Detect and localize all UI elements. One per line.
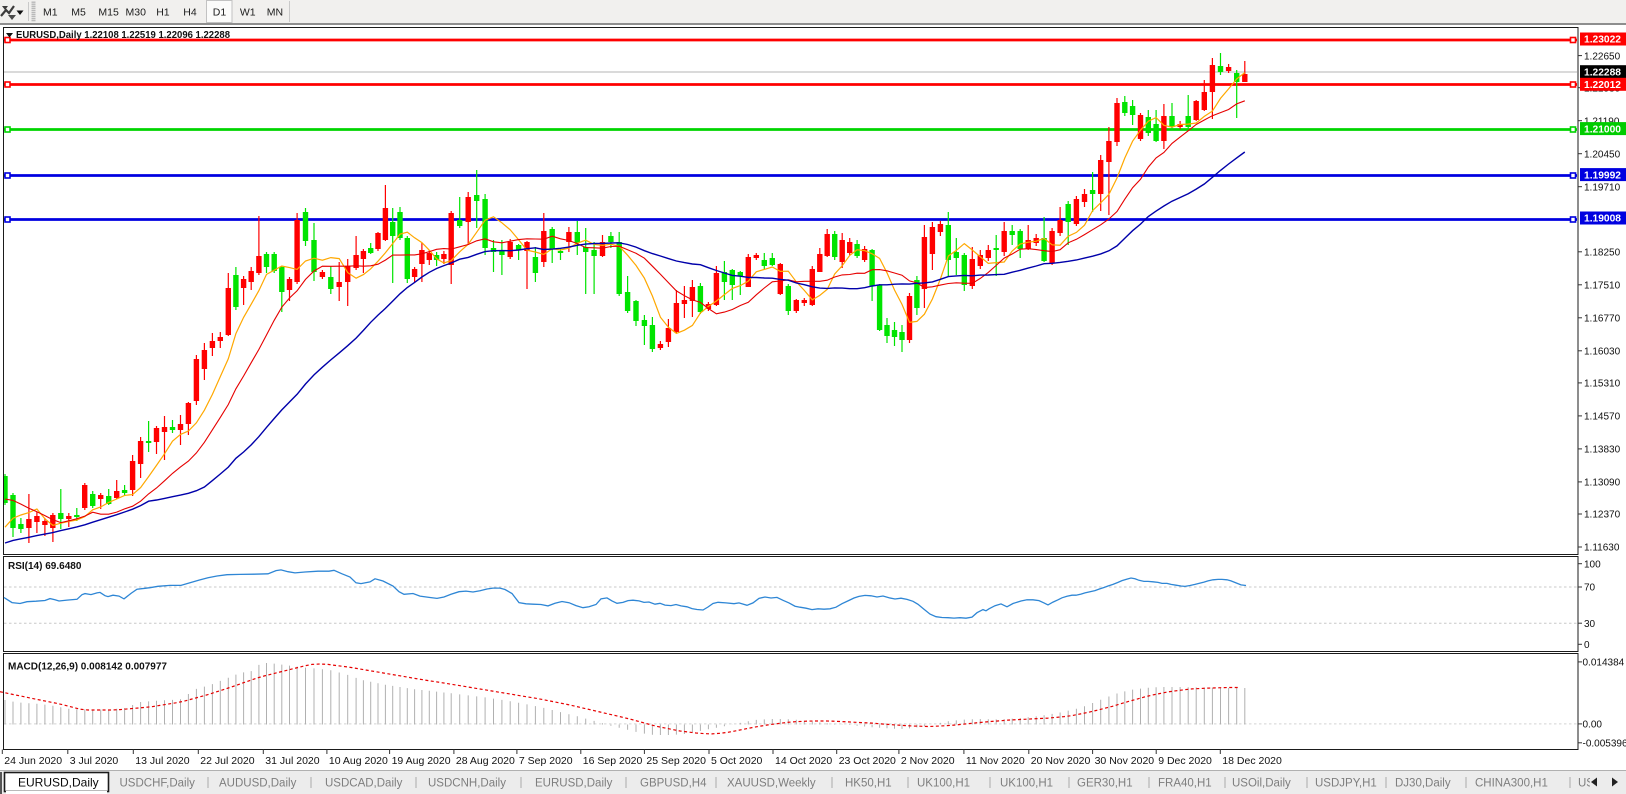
svg-text:1.13830: 1.13830 bbox=[1584, 445, 1621, 456]
svg-text:1.22012: 1.22012 bbox=[1584, 80, 1621, 91]
svg-text:USDCHF,Daily: USDCHF,Daily bbox=[120, 778, 196, 790]
svg-text:M5: M5 bbox=[71, 7, 86, 19]
svg-text:1.22650: 1.22650 bbox=[1584, 51, 1621, 62]
svg-text:USDJPY,H1: USDJPY,H1 bbox=[1315, 778, 1377, 790]
svg-text:1.16030: 1.16030 bbox=[1584, 347, 1621, 358]
svg-text:25 Sep 2020: 25 Sep 2020 bbox=[646, 755, 706, 767]
svg-text:10 Aug 2020: 10 Aug 2020 bbox=[329, 755, 388, 767]
svg-text:100: 100 bbox=[1584, 559, 1601, 570]
svg-text:EURUSD,Daily: EURUSD,Daily bbox=[18, 776, 99, 790]
svg-text:-0.005396: -0.005396 bbox=[1583, 739, 1626, 750]
svg-text:0: 0 bbox=[1584, 640, 1590, 651]
svg-text:1.16770: 1.16770 bbox=[1584, 314, 1621, 325]
svg-text:1.12370: 1.12370 bbox=[1584, 510, 1621, 521]
svg-text:USDCAD,Daily: USDCAD,Daily bbox=[325, 778, 403, 790]
svg-text:22 Jul 2020: 22 Jul 2020 bbox=[200, 755, 254, 767]
svg-text:1.19992: 1.19992 bbox=[1584, 170, 1621, 181]
svg-text:1.13090: 1.13090 bbox=[1584, 478, 1621, 489]
svg-text:GER30,H1: GER30,H1 bbox=[1077, 778, 1133, 790]
svg-text:11 Nov 2020: 11 Nov 2020 bbox=[966, 755, 1025, 767]
svg-text:1.23022: 1.23022 bbox=[1584, 35, 1621, 46]
svg-text:1.22288: 1.22288 bbox=[1584, 67, 1621, 78]
svg-text:D1: D1 bbox=[213, 7, 227, 19]
svg-text:1.20450: 1.20450 bbox=[1584, 149, 1621, 160]
svg-text:19 Aug 2020: 19 Aug 2020 bbox=[392, 755, 451, 767]
svg-text:16 Sep 2020: 16 Sep 2020 bbox=[583, 755, 643, 767]
svg-text:18 Dec 2020: 18 Dec 2020 bbox=[1222, 755, 1282, 767]
svg-text:5 Oct 2020: 5 Oct 2020 bbox=[711, 755, 763, 767]
svg-text:H4: H4 bbox=[183, 7, 197, 19]
svg-text:M15: M15 bbox=[98, 7, 119, 19]
svg-text:RSI(14) 69.6480: RSI(14) 69.6480 bbox=[8, 561, 82, 572]
svg-text:1.21190: 1.21190 bbox=[1584, 116, 1620, 127]
svg-text:H1: H1 bbox=[156, 7, 170, 19]
svg-text:W1: W1 bbox=[240, 7, 256, 19]
svg-text:3 Jul 2020: 3 Jul 2020 bbox=[70, 755, 119, 767]
svg-text:UK100,H1: UK100,H1 bbox=[1000, 778, 1053, 790]
svg-text:EURUSD,Daily 1.22108 1.22519: EURUSD,Daily 1.22108 1.22519 1.22096 1.2… bbox=[16, 30, 230, 41]
svg-text:1.15310: 1.15310 bbox=[1584, 379, 1621, 390]
svg-text:1.18250: 1.18250 bbox=[1584, 248, 1621, 259]
svg-text:30: 30 bbox=[1584, 619, 1596, 630]
svg-text:XAUUSD,Weekly: XAUUSD,Weekly bbox=[727, 778, 816, 790]
svg-text:DJ30,Daily: DJ30,Daily bbox=[1395, 778, 1451, 790]
svg-text:MN: MN bbox=[267, 7, 283, 19]
svg-text:30 Nov 2020: 30 Nov 2020 bbox=[1095, 755, 1155, 767]
svg-text:AUDUSD,Daily: AUDUSD,Daily bbox=[219, 778, 297, 790]
svg-text:HK50,H1: HK50,H1 bbox=[845, 778, 892, 790]
svg-text:CHINA300,H1: CHINA300,H1 bbox=[1475, 778, 1548, 790]
svg-text:M30: M30 bbox=[126, 7, 147, 19]
svg-text:23 Oct 2020: 23 Oct 2020 bbox=[839, 755, 896, 767]
svg-text:0.014384: 0.014384 bbox=[1583, 658, 1625, 669]
svg-text:0.00: 0.00 bbox=[1583, 720, 1603, 731]
svg-text:28 Aug 2020: 28 Aug 2020 bbox=[456, 755, 515, 767]
svg-text:EURUSD,Daily: EURUSD,Daily bbox=[535, 778, 613, 790]
svg-text:1.14570: 1.14570 bbox=[1584, 412, 1621, 423]
svg-text:1.19710: 1.19710 bbox=[1584, 182, 1621, 193]
svg-text:20 Nov 2020: 20 Nov 2020 bbox=[1031, 755, 1091, 767]
svg-text:9 Dec 2020: 9 Dec 2020 bbox=[1158, 755, 1212, 767]
svg-text:14 Oct 2020: 14 Oct 2020 bbox=[775, 755, 832, 767]
svg-text:2 Nov 2020: 2 Nov 2020 bbox=[901, 755, 955, 767]
svg-text:1.17510: 1.17510 bbox=[1584, 281, 1621, 292]
svg-text:1.11630: 1.11630 bbox=[1584, 543, 1620, 554]
svg-text:MACD(12,26,9) 0.008142 0.00797: MACD(12,26,9) 0.008142 0.007977 bbox=[8, 662, 167, 673]
svg-text:FRA40,H1: FRA40,H1 bbox=[1158, 778, 1212, 790]
svg-text:USDCNH,Daily: USDCNH,Daily bbox=[428, 778, 506, 790]
svg-text:7 Sep 2020: 7 Sep 2020 bbox=[519, 755, 573, 767]
svg-text:24 Jun 2020: 24 Jun 2020 bbox=[4, 755, 62, 767]
svg-text:M1: M1 bbox=[43, 7, 58, 19]
svg-text:USOil,Daily: USOil,Daily bbox=[1232, 778, 1291, 790]
svg-text:GBPUSD,H4: GBPUSD,H4 bbox=[640, 778, 707, 790]
svg-text:1.21000: 1.21000 bbox=[1584, 124, 1621, 135]
svg-text:1.19008: 1.19008 bbox=[1584, 214, 1621, 225]
svg-text:70: 70 bbox=[1584, 583, 1596, 594]
svg-text:UK100,H1: UK100,H1 bbox=[917, 778, 970, 790]
svg-text:31 Jul 2020: 31 Jul 2020 bbox=[265, 755, 319, 767]
svg-text:13 Jul 2020: 13 Jul 2020 bbox=[135, 755, 189, 767]
